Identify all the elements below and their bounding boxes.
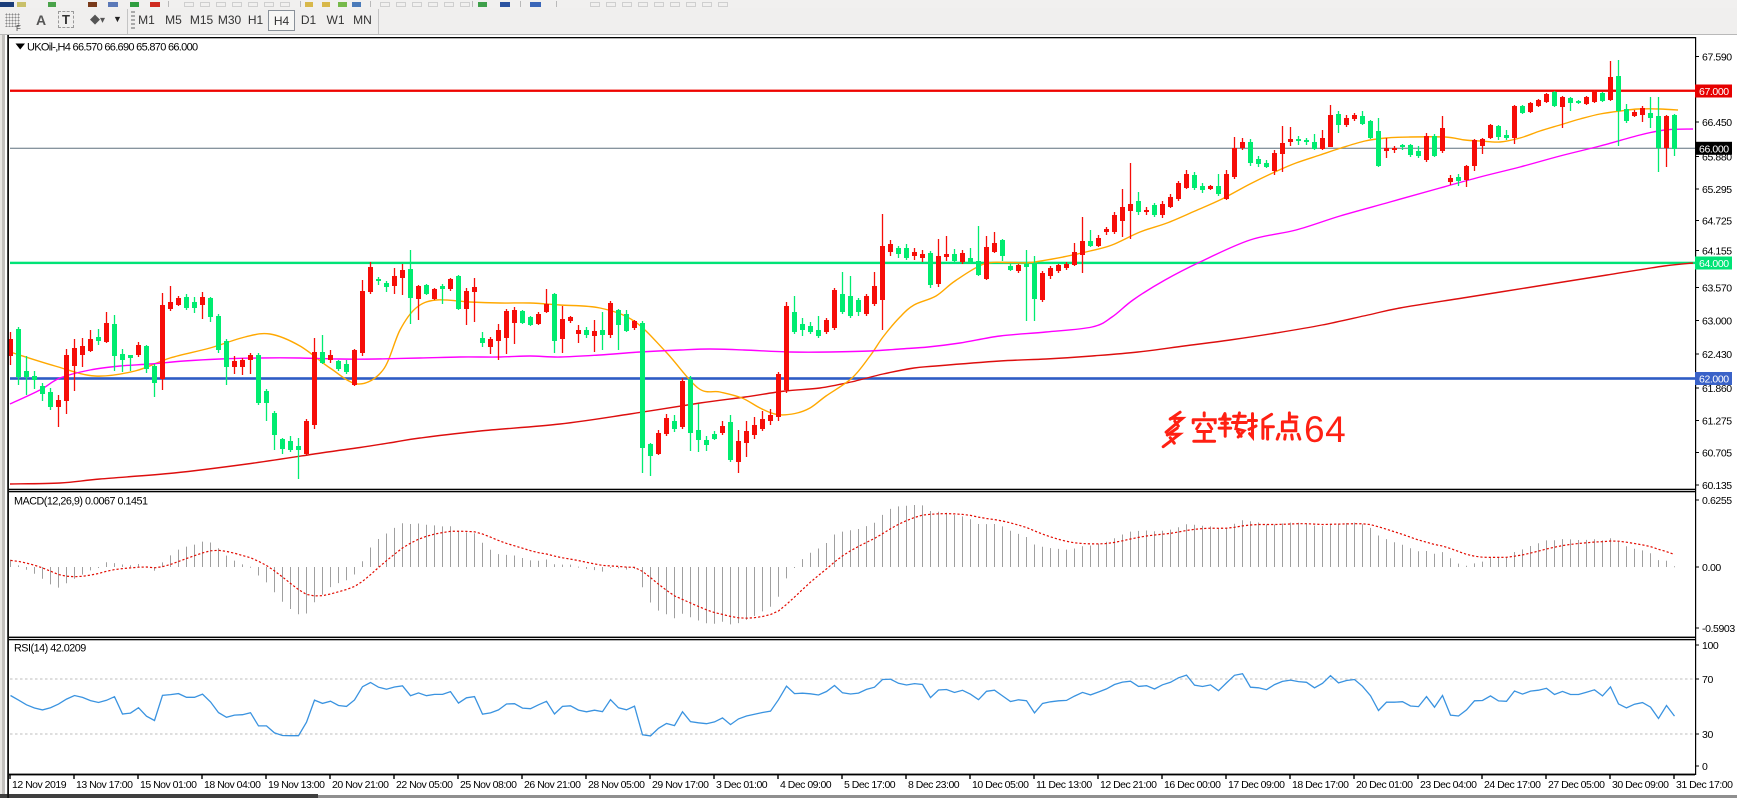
- svg-text:17 Dec 09:00: 17 Dec 09:00: [1228, 779, 1285, 791]
- svg-text:31 Dec 17:00: 31 Dec 17:00: [1676, 779, 1733, 791]
- svg-text:66.450: 66.450: [1702, 117, 1732, 129]
- svg-text:20 Nov 21:00: 20 Nov 21:00: [332, 779, 389, 791]
- svg-text:30 Dec 09:00: 30 Dec 09:00: [1612, 779, 1669, 791]
- svg-text:26 Nov 21:00: 26 Nov 21:00: [524, 779, 581, 791]
- svg-text:-0.5903: -0.5903: [1702, 623, 1735, 635]
- svg-text:0: 0: [1702, 761, 1708, 773]
- svg-text:22 Nov 05:00: 22 Nov 05:00: [396, 779, 453, 791]
- svg-text:MACD(12,26,9) 0.0067 0.1451: MACD(12,26,9) 0.0067 0.1451: [14, 496, 148, 508]
- svg-text:100: 100: [1702, 640, 1719, 652]
- svg-text:12 Dec 21:00: 12 Dec 21:00: [1100, 779, 1157, 791]
- svg-text:28 Nov 05:00: 28 Nov 05:00: [588, 779, 645, 791]
- svg-text:67.590: 67.590: [1702, 51, 1732, 63]
- svg-text:11 Dec 13:00: 11 Dec 13:00: [1036, 779, 1092, 791]
- svg-text:4 Dec 09:00: 4 Dec 09:00: [780, 779, 832, 791]
- svg-text:66.000: 66.000: [1699, 143, 1729, 155]
- svg-text:18 Nov 04:00: 18 Nov 04:00: [204, 779, 261, 791]
- svg-text:64: 64: [1304, 409, 1346, 450]
- svg-text:13 Nov 17:00: 13 Nov 17:00: [76, 779, 133, 791]
- svg-text:64.725: 64.725: [1702, 215, 1732, 227]
- svg-text:64.000: 64.000: [1699, 258, 1729, 270]
- svg-text:61.275: 61.275: [1702, 415, 1732, 427]
- svg-text:3 Dec 01:00: 3 Dec 01:00: [716, 779, 768, 791]
- svg-text:0.6255: 0.6255: [1702, 495, 1732, 507]
- svg-text:60.135: 60.135: [1702, 480, 1732, 492]
- svg-text:10 Dec 05:00: 10 Dec 05:00: [972, 779, 1029, 791]
- svg-text:18 Dec 17:00: 18 Dec 17:00: [1292, 779, 1349, 791]
- svg-text:19 Nov 13:00: 19 Nov 13:00: [268, 779, 325, 791]
- svg-text:63.570: 63.570: [1702, 282, 1732, 294]
- svg-text:12 Nov 2019: 12 Nov 2019: [12, 779, 67, 791]
- svg-text:63.000: 63.000: [1702, 315, 1732, 327]
- svg-text:60.705: 60.705: [1702, 447, 1732, 459]
- svg-text:67.000: 67.000: [1699, 86, 1729, 98]
- svg-text:UKOil-,H4 66.570 66.690 65.87: UKOil-,H4 66.570 66.690 65.870 66.000: [27, 42, 198, 54]
- svg-text:62.000: 62.000: [1699, 374, 1729, 386]
- svg-text:20 Dec 01:00: 20 Dec 01:00: [1356, 779, 1413, 791]
- svg-text:16 Dec 00:00: 16 Dec 00:00: [1164, 779, 1221, 791]
- svg-text:15 Nov 01:00: 15 Nov 01:00: [140, 779, 197, 791]
- svg-text:25 Nov 08:00: 25 Nov 08:00: [460, 779, 517, 791]
- svg-text:70: 70: [1702, 674, 1713, 686]
- svg-text:27 Dec 05:00: 27 Dec 05:00: [1548, 779, 1605, 791]
- svg-text:29 Nov 17:00: 29 Nov 17:00: [652, 779, 709, 791]
- svg-text:30: 30: [1702, 729, 1713, 741]
- svg-text:24 Dec 17:00: 24 Dec 17:00: [1484, 779, 1541, 791]
- svg-text:61.860: 61.860: [1702, 383, 1732, 395]
- svg-text:64.155: 64.155: [1702, 245, 1732, 257]
- svg-text:5 Dec 17:00: 5 Dec 17:00: [844, 779, 896, 791]
- svg-text:8 Dec 23:00: 8 Dec 23:00: [908, 779, 960, 791]
- svg-text:62.430: 62.430: [1702, 349, 1732, 361]
- svg-text:23 Dec 04:00: 23 Dec 04:00: [1420, 779, 1477, 791]
- svg-text:RSI(14) 42.0209: RSI(14) 42.0209: [14, 643, 86, 655]
- svg-text:65.295: 65.295: [1702, 184, 1732, 196]
- svg-text:0.00: 0.00: [1702, 562, 1721, 574]
